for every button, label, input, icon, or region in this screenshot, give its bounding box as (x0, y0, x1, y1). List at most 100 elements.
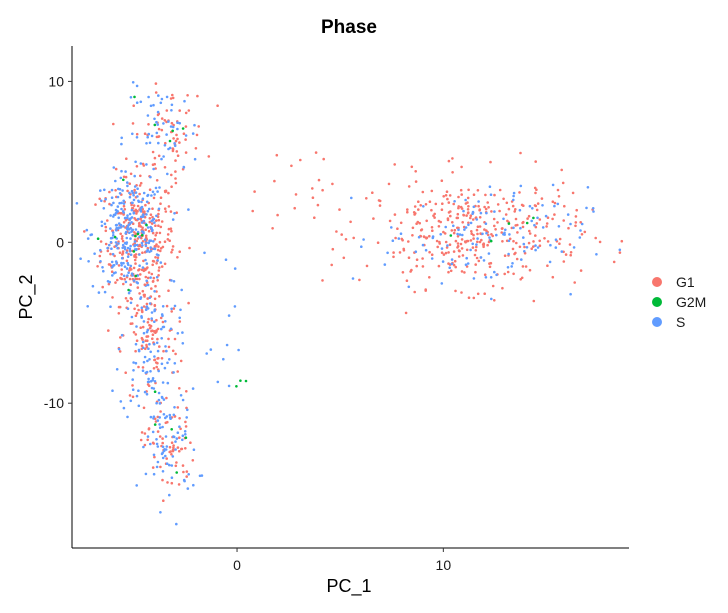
data-point-g1 (129, 322, 133, 326)
data-point-s (151, 377, 155, 380)
data-point-g1 (155, 329, 158, 332)
data-point-g1 (159, 465, 162, 469)
data-point-s (155, 120, 158, 124)
data-point-s (120, 136, 123, 140)
data-point-s (89, 233, 92, 237)
data-point-s (135, 484, 138, 487)
data-point-g1 (294, 193, 298, 196)
data-point-s (464, 263, 468, 267)
data-point-g1 (111, 296, 114, 299)
data-point-g1 (136, 304, 139, 307)
data-point-s (153, 320, 156, 324)
data-point-s (485, 231, 488, 235)
data-point-g1 (456, 235, 460, 238)
data-point-g1 (421, 265, 425, 268)
data-point-g1 (526, 217, 529, 220)
data-point-s (475, 243, 478, 246)
data-point-g1 (451, 157, 454, 160)
data-point-s (144, 258, 147, 262)
data-point-s (175, 437, 179, 440)
data-point-g1 (177, 483, 181, 486)
data-point-g1 (154, 224, 157, 227)
data-point-g1 (176, 406, 180, 409)
data-point-s (618, 248, 622, 252)
data-point-g1 (413, 205, 417, 208)
data-point-g1 (160, 220, 164, 223)
data-point-g1 (167, 337, 170, 341)
data-point-g1 (440, 251, 444, 254)
data-point-s (187, 473, 190, 476)
data-point-g1 (171, 448, 175, 452)
data-point-s (205, 352, 208, 355)
data-point-s (165, 133, 168, 136)
data-point-g1 (155, 290, 158, 293)
data-point-s (192, 483, 195, 487)
data-point-g1 (433, 216, 436, 219)
data-point-g1 (486, 201, 490, 204)
data-point-s (430, 257, 434, 260)
data-point-g1 (135, 339, 139, 343)
data-point-g1 (124, 371, 127, 375)
data-point-s (150, 219, 153, 223)
data-point-g1 (532, 245, 535, 248)
data-point-g1 (316, 203, 320, 207)
data-point-s (169, 327, 173, 331)
data-point-s (118, 188, 122, 191)
data-point-g1 (447, 251, 450, 254)
data-point-g1 (475, 256, 479, 260)
data-point-s (136, 195, 139, 198)
data-point-g1 (170, 229, 173, 233)
data-point-g1 (101, 285, 104, 289)
data-point-g1 (417, 208, 420, 211)
data-point-g1 (134, 314, 138, 318)
data-point-g1 (273, 179, 276, 183)
data-point-s (147, 380, 151, 384)
data-point-s (173, 362, 177, 365)
data-point-g1 (159, 410, 162, 413)
y-tick-label: 0 (56, 234, 64, 250)
data-point-s (519, 184, 523, 188)
data-point-g1 (407, 240, 410, 243)
data-point-s (164, 435, 168, 438)
data-point-g1 (172, 446, 175, 450)
data-point-s (102, 207, 106, 210)
data-point-s (551, 183, 555, 187)
data-point-g1 (133, 307, 136, 311)
data-point-s (131, 388, 135, 392)
data-point-s (138, 253, 141, 256)
data-point-s (178, 425, 181, 429)
data-point-g1 (118, 350, 122, 353)
data-point-s (161, 445, 165, 449)
data-point-g1 (112, 122, 115, 126)
data-point-s (464, 198, 467, 202)
data-point-s (485, 211, 488, 215)
data-point-g2m (136, 232, 140, 236)
data-point-g1 (159, 202, 162, 205)
data-point-s (120, 207, 123, 211)
data-point-g1 (118, 211, 121, 215)
data-point-s (507, 252, 510, 256)
data-point-s (462, 209, 465, 213)
data-point-g1 (160, 128, 164, 132)
data-point-s (155, 253, 159, 256)
y-tick-label: 10 (48, 73, 64, 89)
data-point-g1 (394, 236, 397, 240)
data-point-g1 (104, 229, 108, 233)
data-point-g1 (114, 167, 118, 171)
data-point-s (391, 239, 395, 242)
data-point-g1 (322, 157, 326, 161)
data-point-s (187, 208, 190, 211)
data-point-g2m (168, 139, 172, 143)
data-point-g1 (545, 225, 548, 228)
data-point-g1 (519, 278, 522, 281)
data-point-s (142, 331, 146, 335)
data-point-s (152, 342, 156, 346)
data-point-g1 (170, 310, 173, 313)
data-point-s (168, 413, 172, 417)
data-point-s (161, 314, 164, 318)
data-point-g1 (126, 299, 129, 303)
data-point-s (159, 101, 163, 105)
data-point-g1 (457, 206, 460, 210)
data-point-g1 (149, 324, 153, 328)
data-point-g1 (476, 240, 479, 244)
